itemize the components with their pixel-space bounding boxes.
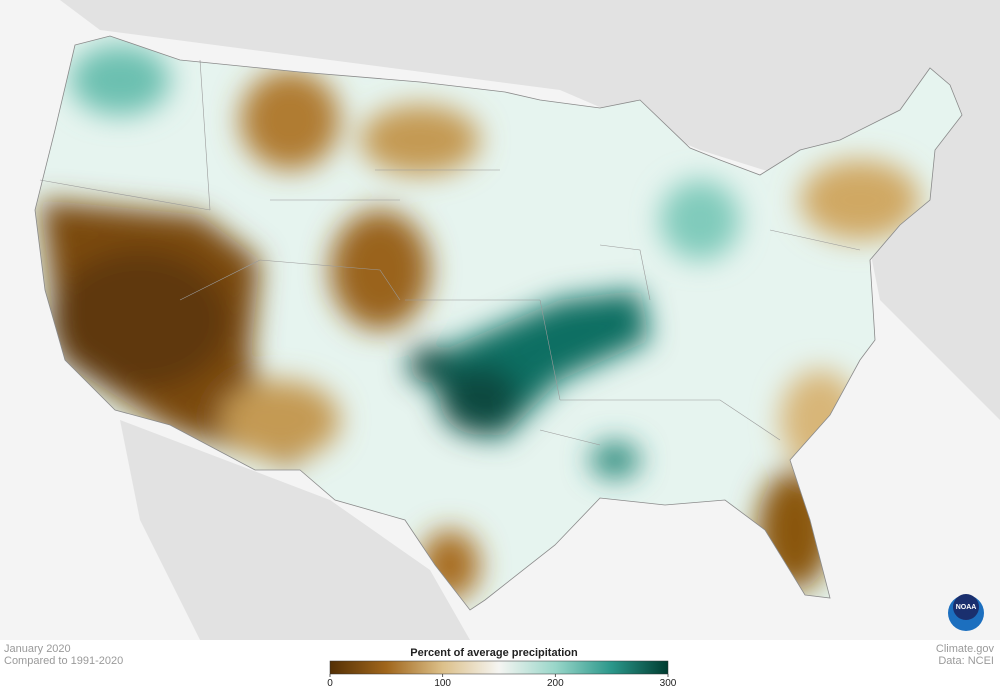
map-date: January 2020 bbox=[4, 643, 71, 655]
mexico bbox=[120, 420, 470, 640]
noaa-logo: NOAA bbox=[948, 594, 984, 631]
map-baseline: Compared to 1991-2020 bbox=[4, 655, 123, 667]
tick-label: 100 bbox=[434, 678, 451, 689]
tick-label: 300 bbox=[660, 678, 677, 689]
source-credit: Data: NCEI bbox=[938, 655, 994, 667]
canada bbox=[60, 0, 1000, 420]
colorbar-ticks: 0 100 200 300 bbox=[327, 674, 677, 689]
us-outline bbox=[34, 35, 963, 611]
logo-text: NOAA bbox=[956, 604, 977, 611]
state-borders bbox=[39, 59, 861, 446]
tick-label: 200 bbox=[547, 678, 564, 689]
tick-label: 0 bbox=[327, 678, 333, 689]
site-credit: Climate.gov bbox=[936, 643, 995, 655]
colorbar bbox=[329, 660, 669, 675]
legend-title: Percent of average precipitation bbox=[410, 647, 578, 659]
